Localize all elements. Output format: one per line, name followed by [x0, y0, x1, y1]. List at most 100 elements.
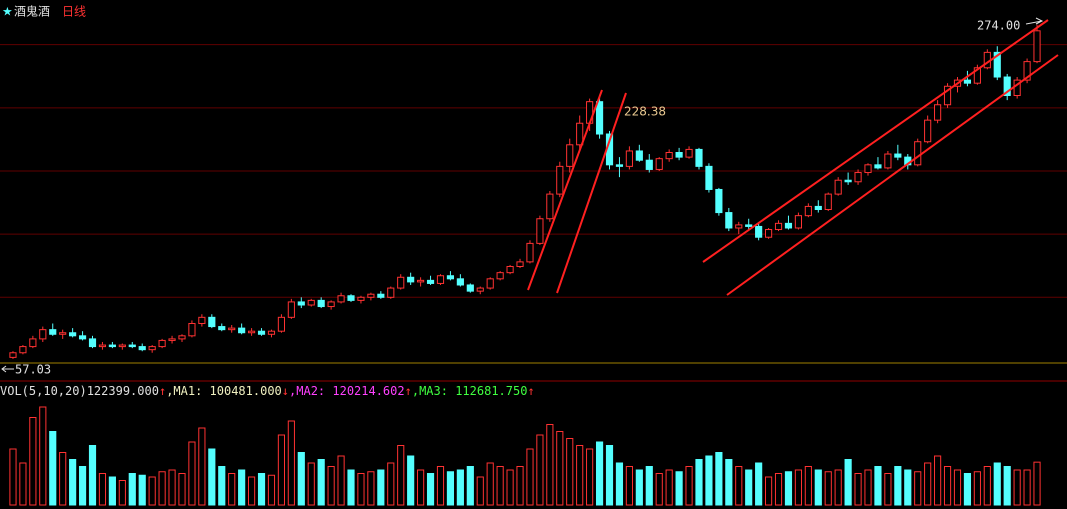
volume-bar — [864, 469, 872, 506]
volume-bar — [158, 471, 166, 506]
volume-bar — [814, 469, 822, 506]
candle-body — [317, 299, 325, 308]
volume-bar — [536, 434, 544, 506]
candle-body — [556, 165, 564, 195]
candle-body — [566, 144, 574, 167]
candle-body — [357, 296, 365, 301]
candle-body — [218, 326, 226, 331]
candle-body — [854, 172, 862, 183]
volume-bar — [228, 473, 236, 506]
volume-bar — [357, 473, 365, 506]
volume-bar — [9, 448, 17, 506]
candle-body — [755, 225, 763, 238]
volume-header-part: ↑ — [405, 384, 412, 398]
volume-bar — [844, 459, 852, 506]
candle-body — [178, 335, 186, 340]
candle-body — [963, 79, 972, 84]
candle-body — [1033, 30, 1041, 63]
volume-header-part: VOL(5,10,20) — [0, 384, 87, 398]
volume-bar — [824, 471, 832, 506]
candle-body — [844, 179, 852, 183]
volume-bar — [397, 445, 405, 506]
volume-bar — [198, 427, 206, 506]
volume-bar — [605, 445, 614, 506]
candle-body — [784, 222, 793, 229]
trend-line — [556, 92, 627, 294]
candle-body — [914, 141, 922, 166]
candle-body — [973, 67, 981, 84]
candle-body — [546, 193, 554, 220]
candle-body — [884, 153, 892, 169]
candle-body — [426, 279, 435, 284]
volume-bar — [645, 466, 653, 506]
volume-bar — [1023, 469, 1031, 506]
volume-bar — [546, 424, 554, 506]
volume-header-part: ,MA2: 120214.602 — [289, 384, 405, 398]
candle-body — [705, 165, 713, 190]
volume-header: VOL(5,10,20)122399.000↑,MA1: 100481.000↓… — [0, 384, 535, 398]
candle-body — [138, 346, 146, 351]
candle-body — [9, 352, 17, 358]
volume-bar — [516, 466, 524, 506]
volume-bar — [675, 471, 683, 506]
candle-body — [894, 153, 902, 158]
candle-body — [745, 224, 753, 227]
volume-bar — [277, 434, 285, 506]
candle-body — [377, 293, 385, 298]
candle-body — [655, 158, 663, 170]
volume-bar — [29, 417, 37, 506]
candle-body — [49, 329, 57, 335]
volume-header-part: 122399.000 — [87, 384, 159, 398]
period: 日线 — [62, 5, 86, 19]
volume-header-part: ↑ — [527, 384, 534, 398]
candle-body — [387, 287, 395, 298]
volume-bar — [307, 462, 315, 506]
volume-bar — [267, 474, 276, 506]
trend-lines — [527, 19, 1059, 296]
candle-body — [595, 101, 604, 135]
candle-body — [337, 295, 345, 303]
low-arrow — [1, 365, 14, 373]
volume-bar — [59, 452, 67, 506]
volume-bar — [725, 459, 733, 506]
volume-bar — [208, 448, 216, 506]
candle-body — [228, 327, 236, 331]
candle-body — [576, 122, 584, 146]
candle-body — [59, 332, 67, 335]
candle-body — [665, 152, 673, 160]
high-label: 274.00 — [977, 19, 1020, 33]
volume-bar — [297, 452, 305, 506]
candle-body — [128, 344, 136, 348]
volume-bar — [943, 466, 952, 506]
volume-bar — [665, 469, 673, 506]
volume-bar — [625, 466, 633, 506]
candle-body — [735, 224, 743, 229]
candle-body — [158, 339, 166, 348]
volume-bars — [9, 406, 1041, 506]
candle-body — [98, 344, 107, 348]
volume-header-part: ,MA1: 100481.000 — [166, 384, 282, 398]
volume-bar — [963, 473, 972, 506]
volume-bar — [417, 469, 425, 506]
volume-bar — [924, 462, 932, 506]
candle-body — [417, 279, 425, 283]
peak-label: 228.38 — [624, 105, 666, 119]
volume-bar — [238, 469, 246, 506]
volume-bar — [705, 455, 713, 506]
volume-bar — [804, 466, 812, 506]
volume-bar — [586, 448, 594, 506]
volume-bar — [983, 466, 991, 506]
candle-body — [238, 327, 246, 334]
volume-bar — [506, 469, 514, 506]
candle-body — [814, 205, 822, 210]
volume-bar — [407, 455, 415, 506]
volume-bar — [496, 466, 504, 506]
candle-body — [934, 104, 942, 121]
volume-bar — [118, 480, 126, 506]
candle-body — [526, 242, 534, 263]
candle-body — [307, 299, 315, 306]
volume-bar — [735, 466, 743, 506]
candle-body — [496, 272, 504, 280]
trend-line — [527, 89, 603, 291]
